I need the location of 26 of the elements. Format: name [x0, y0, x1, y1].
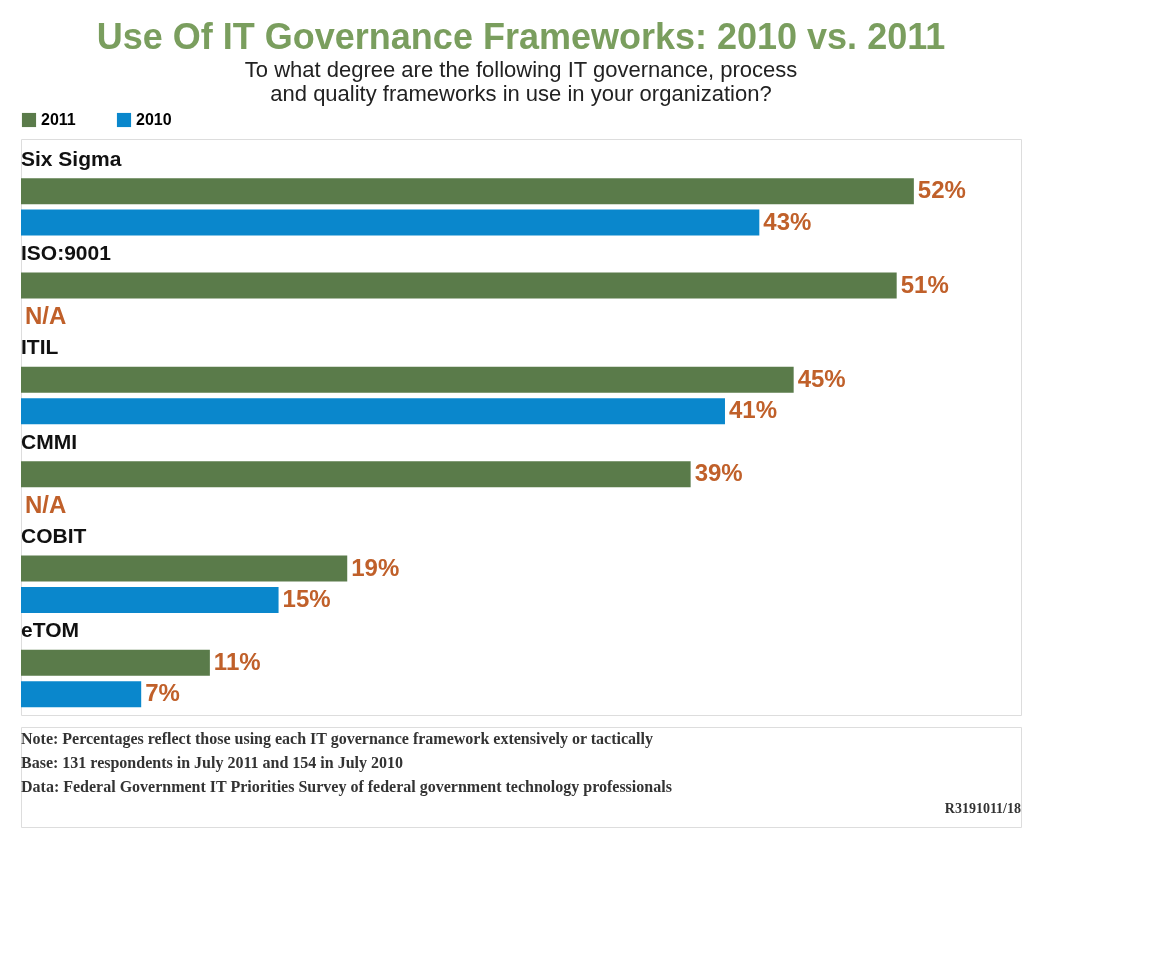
y-tick-label: COBIT	[21, 524, 87, 548]
y-tick-label: ITIL	[21, 335, 59, 359]
data-label: 51%	[900, 270, 949, 298]
data-label: 11%	[213, 647, 261, 675]
y-tick-label: Six Sigma	[21, 146, 122, 170]
text: N/A	[25, 301, 67, 329]
legend-label: 2011	[41, 111, 76, 128]
y-tick-label: eTOM	[21, 618, 79, 642]
data-label: 15%	[282, 584, 331, 612]
text: Data: Federal Government IT Priorities Survey of federal government technology professionals	[21, 778, 672, 796]
chart-title: Use Of IT Governance Frameworks: 2010 vs. 2011	[96, 16, 946, 57]
data-label: 52%	[917, 176, 966, 204]
data-label: 41%	[728, 396, 778, 424]
data-label: 19%	[351, 553, 400, 581]
text: Base: 131 respondents in July 2011 and 154 in July 2010	[21, 754, 404, 772]
legend-label: 2010	[136, 111, 172, 128]
y-tick-label: ISO:9001	[21, 241, 112, 265]
chart-subtitle: To what degree are the following IT governance, process and quality frameworks in use in your organization?	[244, 57, 798, 106]
text: N/A	[25, 490, 67, 518]
data-label: 45%	[797, 364, 846, 392]
text: R3191011/18	[944, 801, 1021, 816]
data-label: 7%	[145, 679, 180, 707]
data-label: 39%	[694, 459, 743, 487]
text: Note: Percentages reflect those using each IT governance framework extensively or tactically	[21, 730, 653, 748]
y-tick-label: CMMI	[21, 429, 77, 453]
data-label: 43%	[763, 207, 812, 235]
